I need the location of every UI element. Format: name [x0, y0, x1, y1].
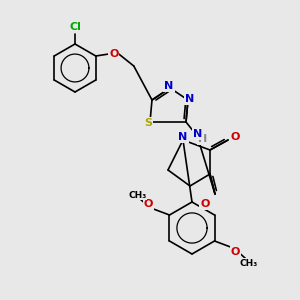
Text: O: O: [200, 199, 210, 209]
Text: N: N: [194, 129, 202, 139]
Text: O: O: [109, 49, 119, 59]
Text: O: O: [230, 132, 240, 142]
Text: O: O: [144, 199, 153, 209]
Text: Cl: Cl: [69, 22, 81, 32]
Text: N: N: [185, 94, 195, 104]
Text: H: H: [198, 134, 208, 144]
Text: O: O: [231, 247, 240, 257]
Text: N: N: [164, 81, 174, 91]
Text: CH₃: CH₃: [128, 190, 147, 200]
Text: N: N: [178, 132, 188, 142]
Text: S: S: [144, 118, 152, 128]
Text: CH₃: CH₃: [239, 259, 258, 268]
